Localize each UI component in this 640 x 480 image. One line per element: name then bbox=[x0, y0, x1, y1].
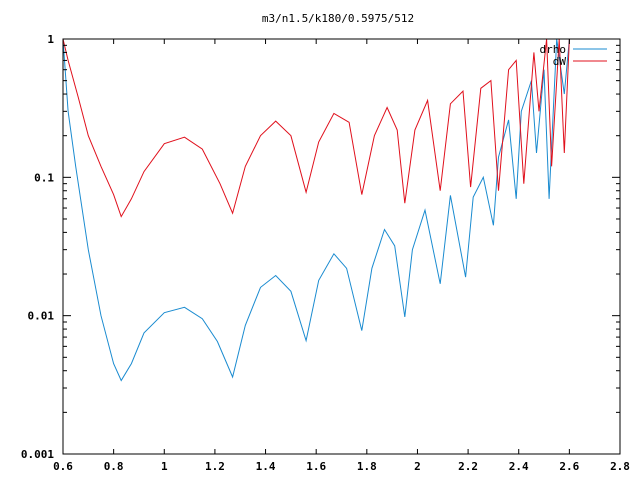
x-tick-label: 2.2 bbox=[458, 460, 478, 473]
x-tick-label: 2.6 bbox=[559, 460, 579, 473]
x-tick-label: 1 bbox=[161, 460, 168, 473]
y-tick-label: 0.01 bbox=[28, 310, 55, 323]
series-line-drho bbox=[63, 39, 570, 382]
series-line-dW bbox=[63, 39, 570, 218]
y-tick-label: 0.1 bbox=[34, 171, 54, 184]
plot-frame bbox=[62, 38, 621, 455]
legend-label-dW: dW bbox=[553, 55, 567, 68]
x-tick-label: 1.2 bbox=[205, 460, 225, 473]
x-tick-label: 2.8 bbox=[610, 460, 630, 473]
series-layer bbox=[63, 39, 570, 382]
chart-title: m3/n1.5/k180/0.5975/512 bbox=[262, 12, 414, 25]
x-tick-label: 0.8 bbox=[104, 460, 124, 473]
x-tick-label: 2 bbox=[414, 460, 421, 473]
x-tick-label: 0.6 bbox=[53, 460, 73, 473]
x-tick-label: 1.8 bbox=[357, 460, 377, 473]
x-tick-label: 1.6 bbox=[306, 460, 326, 473]
axis-layer: 0.6 0.8 1 1.2 1.4 1.6 1.8 2 2.2 2.4 2.6 2.8 0.001 0.0… bbox=[21, 33, 630, 473]
x-tick-label: 2.4 bbox=[509, 460, 529, 473]
legend-label-drho: drho bbox=[540, 43, 567, 56]
y-tick-label: 0.001 bbox=[21, 448, 54, 461]
y-tick-label: 1 bbox=[47, 33, 54, 46]
x-tick-label: 1.4 bbox=[256, 460, 276, 473]
